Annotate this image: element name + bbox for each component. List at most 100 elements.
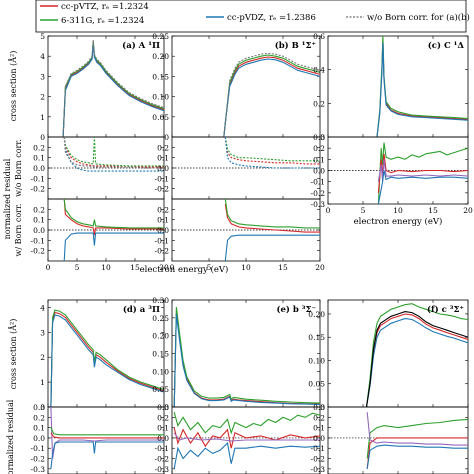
y-tick-label: 0.15 — [152, 350, 169, 359]
series-group — [173, 412, 320, 469]
series-line-purple — [366, 412, 468, 446]
y-tick-label: 1 — [40, 378, 45, 387]
y-tick-label: 0.1 — [157, 424, 169, 433]
y-tick-label: 0.2 — [33, 413, 45, 422]
panel-title: (a) A ¹Π — [122, 40, 160, 51]
y-tick-label: 0 — [40, 403, 45, 412]
y-tick-label: -0.1 — [31, 236, 45, 245]
y-tick-label: 0.05 — [308, 380, 325, 389]
series-line-dz — [224, 137, 320, 169]
y-tick-label: 4 — [40, 52, 45, 61]
series-line-dz — [224, 234, 320, 261]
y-tick-label: 2 — [40, 93, 45, 102]
y-tick-label: 0.20 — [152, 52, 169, 61]
panel-b_res_woBorn: -0.2 -0.10.00.1 0.2 — [155, 136, 321, 200]
series-line-tz — [224, 204, 320, 233]
series-line-black — [365, 311, 468, 407]
y-tick-label: 0.1 — [313, 424, 325, 433]
y-tick-label: -0.2 — [31, 455, 46, 464]
y-axis-label: normalized residual — [6, 399, 15, 474]
series-group — [173, 307, 320, 407]
y-tick-label: 0.2 — [33, 205, 45, 214]
legend-label: cc-pVTZ, rₑ =1.2324 — [61, 2, 149, 12]
series-line-g — [366, 418, 468, 459]
y-tick-label: 0.1 — [157, 216, 169, 225]
y-tick-label: 3 — [40, 328, 45, 337]
panel-a_res_woBorn: -0.2 -0.10.00.1 0.2 — [31, 136, 165, 200]
y-tick-label: 0.30 — [152, 296, 169, 305]
y-tick-label: 0.0 — [313, 434, 325, 443]
series-line-tz — [366, 437, 468, 469]
y-tick-label: 0.3 — [157, 403, 169, 412]
legend-label: w/o Born corr. for (a)(b) — [367, 12, 470, 23]
y-tick-label: 0.2 — [157, 143, 169, 152]
series-line-gray — [63, 137, 164, 169]
y-tick-label: 0.05 — [152, 385, 169, 394]
y-tick-label: 0.0 — [33, 226, 45, 235]
panel-frame — [327, 35, 469, 138]
legend: cc-pVTZ, rₑ =1.2324 6-311G, rₑ =1.2324 cc-… — [35, 0, 470, 33]
y-tick-label: 0.2 — [313, 413, 325, 422]
y-axis-label: w/o Born corr. — [14, 139, 23, 197]
y-tick-label: -0.1 — [31, 174, 45, 183]
series-line-g — [376, 36, 468, 137]
series-line-g — [365, 303, 468, 407]
y-axis-label: cross section (Å²) — [9, 319, 18, 390]
series-line-dz — [62, 44, 164, 137]
y-tick-label: -0.1 — [31, 444, 45, 453]
series-line-dz — [377, 170, 468, 204]
y-tick-label: 0.2 — [157, 413, 169, 422]
y-tick-label: 0.10 — [152, 367, 169, 376]
y-tick-label: -0.1 — [155, 174, 169, 183]
panel-title: (f) c ³Σ⁺ — [427, 304, 464, 315]
y-tick-label: 0.25 — [152, 32, 169, 41]
series-group — [62, 39, 164, 137]
series-line-dz — [63, 137, 164, 172]
y-tick-label: 0.3 — [313, 403, 325, 412]
series-line-g — [63, 199, 164, 229]
series-line-dz — [366, 444, 468, 469]
y-tick-label: 0 — [320, 133, 325, 142]
panel-a_res_wBorn: -0.2 -0.10.00.1 0.2 — [31, 198, 165, 262]
series-line-g — [377, 142, 468, 204]
y-tick-label: 0.10 — [308, 356, 325, 365]
x-tick-label: 5 — [207, 263, 212, 272]
series-line-dz — [223, 58, 320, 137]
x-tick-label: 10 — [393, 206, 403, 215]
y-tick-label: 0.1 — [33, 216, 45, 225]
y-tick-label: 0.1 — [313, 155, 325, 164]
x-tick-label: 20 — [463, 206, 473, 215]
y-axis-label: normalized residual — [3, 158, 12, 239]
x-axis-label: electron energy (eV) — [140, 264, 229, 275]
series-line-tz — [365, 313, 468, 407]
series-line-g — [50, 427, 164, 436]
legend-box — [35, 0, 467, 33]
y-tick-label: -0.3 — [311, 200, 326, 209]
series-group — [223, 52, 320, 137]
y-tick-label: 0.2 — [157, 205, 169, 214]
series-line-g — [50, 309, 164, 407]
x-tick-label: 15 — [428, 206, 438, 215]
series-line-dz — [50, 441, 164, 469]
y-tick-label: 0.2 — [313, 99, 325, 108]
panel-frame — [47, 299, 165, 408]
y-tick-label: 0 — [40, 133, 45, 142]
series-line-g — [224, 199, 320, 229]
panel-title: (d) a ³Π — [123, 304, 160, 315]
y-tick-label: -0.2 — [155, 185, 170, 194]
x-tick-label: 10 — [101, 263, 111, 272]
y-tick-label: 0.0 — [33, 164, 45, 173]
x-tick-label: 10 — [241, 263, 251, 272]
y-tick-label: 0.2 — [33, 143, 45, 152]
y-tick-label: 1 — [40, 113, 45, 122]
series-line-tz — [173, 427, 320, 449]
panel-title: (c) C ¹Δ — [428, 40, 465, 51]
y-tick-label: 0.0 — [33, 434, 45, 443]
y-tick-label: 0.1 — [33, 424, 45, 433]
panel-c: 0 0.2 0.4 0.6 (c) C ¹Δ — [313, 32, 469, 142]
series-line-tz — [223, 56, 320, 137]
series-group — [365, 303, 468, 407]
series-group — [63, 199, 164, 261]
y-tick-label: -0.3 — [155, 465, 170, 474]
y-tick-label: -0.1 — [311, 444, 325, 453]
